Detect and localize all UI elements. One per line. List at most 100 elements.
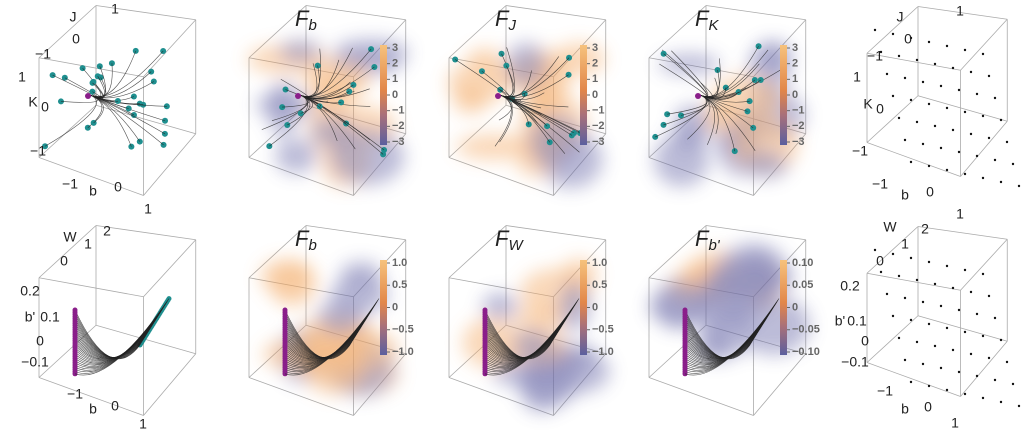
grid-point (1017, 404, 1021, 408)
panel-title: FW (495, 226, 524, 254)
title-base: F (695, 6, 710, 31)
density-blob (455, 133, 535, 160)
grid-point (951, 348, 955, 352)
grid-point (981, 272, 985, 276)
axis-label: 1 (18, 69, 26, 85)
colorbar-label: 0 (792, 301, 798, 313)
density-volume (260, 258, 399, 397)
cube-edge (866, 52, 961, 71)
grid-point (891, 94, 895, 98)
grid-point (963, 48, 967, 52)
cube-edge (505, 225, 606, 241)
grid-point (969, 70, 973, 74)
colorbar-label: 1.0 (592, 257, 607, 269)
cube-edge (248, 377, 354, 416)
colorbar-label: 0 (392, 301, 398, 313)
cube-edge (917, 315, 1008, 342)
axis-label: 1 (853, 69, 861, 85)
grid-point (993, 378, 997, 382)
cube-edge (38, 277, 144, 298)
density-volume (653, 41, 805, 187)
trajectory (74, 298, 170, 376)
axis-label: 2 (103, 223, 111, 239)
axis-label: 0 (861, 333, 869, 349)
axis-label: b (89, 401, 97, 417)
grid-point (963, 172, 967, 176)
axis-label: b (901, 401, 909, 417)
end-point (132, 47, 139, 54)
panel-title: Fb (295, 226, 317, 254)
axis-label: b' (25, 309, 35, 325)
axis-label: 1 (84, 236, 92, 252)
colorbar-label: 0 (792, 89, 798, 101)
grid-point (927, 102, 931, 106)
start-point (85, 93, 91, 99)
density-blob (703, 100, 741, 134)
grid-point (873, 28, 877, 32)
grid-point (969, 290, 973, 294)
colorbar-label: 3 (792, 42, 798, 54)
grid-point (909, 318, 913, 322)
grid-point (927, 164, 931, 168)
grid-point (993, 158, 997, 162)
colorbar-label: −3 (592, 136, 605, 148)
density-blob (453, 84, 488, 115)
colorbar-label: −2 (592, 120, 605, 132)
colorbar-label: 2 (392, 58, 398, 70)
colorbar (780, 260, 787, 355)
colorbar-label: −1 (392, 105, 405, 117)
grid-point (957, 88, 961, 92)
grid-point (897, 274, 901, 278)
grid-point (1005, 360, 1009, 364)
grid-point (975, 374, 979, 378)
axis-label: −0.1 (841, 354, 869, 370)
trajectory (284, 298, 380, 376)
cube-edge (95, 5, 196, 21)
grid-point (897, 116, 901, 120)
trajectory (89, 91, 104, 100)
grid-point (939, 146, 943, 150)
axis-label: 1 (956, 3, 964, 19)
cube-edge (705, 225, 806, 241)
cube-edge (448, 157, 554, 196)
grid-point (999, 400, 1003, 404)
colorbar-label: −2 (392, 120, 405, 132)
cube-edge (38, 57, 144, 78)
grid-point (927, 260, 931, 264)
colorbar-label: −0.10 (792, 346, 820, 358)
grid-point (999, 118, 1003, 122)
grid-point (903, 76, 907, 80)
grid-point (915, 58, 919, 62)
colorbar-label: −1 (592, 105, 605, 117)
grid-point (993, 96, 997, 100)
cube-edge (917, 226, 1008, 240)
trajectory (89, 94, 164, 146)
cube-edge (95, 225, 196, 241)
grid-point (987, 74, 991, 78)
axis-label: b (901, 187, 909, 203)
density-blob (333, 38, 409, 67)
cube-edge (38, 377, 144, 416)
trajectory (484, 298, 580, 376)
colorbar-label: 3 (392, 42, 398, 54)
cube-edge (648, 324, 707, 378)
cube-edge (648, 377, 754, 416)
cube-edge (448, 225, 507, 279)
title-base: F (295, 226, 310, 251)
grid-point (957, 370, 961, 374)
start-point (495, 93, 501, 99)
axis-label: W (883, 219, 897, 235)
density-blob (482, 292, 519, 321)
density-blob (275, 138, 318, 174)
cube-edge (38, 324, 97, 378)
grid-point (951, 66, 955, 70)
axis-label: W (63, 229, 77, 245)
panel-title: FJ (495, 6, 516, 34)
cube-edge (753, 353, 807, 416)
cube-edge (648, 5, 707, 59)
end-point (57, 98, 64, 105)
cube-edge (143, 19, 197, 78)
cube-edge (705, 5, 806, 21)
colorbar (780, 45, 787, 145)
